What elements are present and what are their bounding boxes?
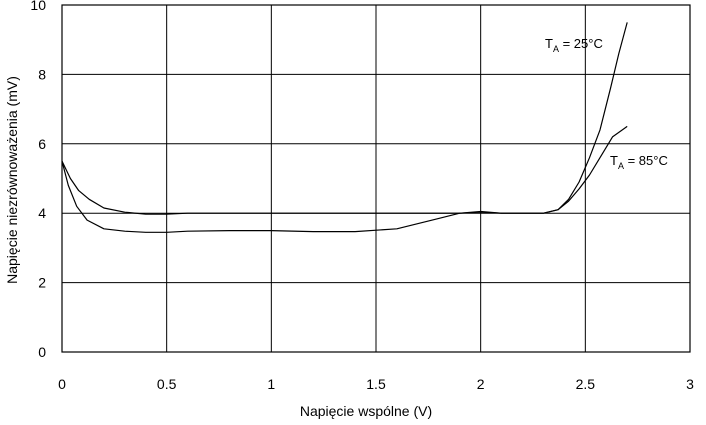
- plot-border: [61, 4, 691, 353]
- y-tick-label: 4: [38, 205, 46, 221]
- grid: [61, 4, 691, 353]
- series-lines: [61, 22, 628, 233]
- x-tick-label: 2.5: [576, 376, 596, 392]
- y-tick-label: 8: [38, 66, 46, 82]
- x-tick-label: 1.5: [366, 376, 386, 392]
- x-axis-label: Napięcie wspólne (V): [300, 403, 432, 419]
- x-tick-label: 2: [477, 376, 485, 392]
- x-tick-label: 0: [58, 376, 66, 392]
- y-tick-label: 6: [38, 136, 46, 152]
- series-line-25c: [61, 22, 628, 233]
- x-tick-label: 1: [267, 376, 275, 392]
- x-tick-labels: 0 0.5 1 1.5 2 2.5 3: [58, 376, 694, 392]
- series-line-85c: [61, 125, 628, 215]
- y-tick-labels: 0 2 4 6 8 10: [30, 0, 46, 360]
- y-axis-label: Napięcie niezrównoważenia (mV): [4, 76, 20, 284]
- y-tick-label: 10: [30, 0, 46, 13]
- series-label-25c: TA = 25°C: [545, 36, 603, 54]
- x-tick-label: 3: [686, 376, 694, 392]
- y-tick-label: 2: [38, 275, 46, 291]
- plot-frame: [61, 4, 691, 353]
- y-tick-label: 0: [38, 344, 46, 360]
- series-label-85c: TA = 85°C: [610, 153, 668, 171]
- x-tick-label: 0.5: [157, 376, 177, 392]
